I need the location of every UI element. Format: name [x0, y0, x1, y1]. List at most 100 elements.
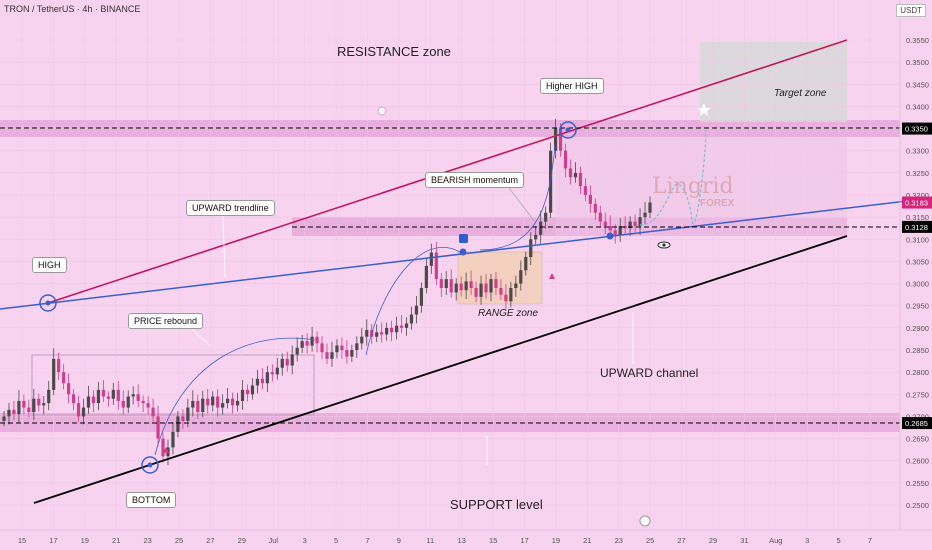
bottom-marker-dot	[147, 462, 153, 468]
candle-body	[47, 389, 51, 404]
price-tick-label: 0.3250	[906, 169, 929, 178]
candle-body	[86, 396, 91, 408]
watermark-logo: Lingrid	[652, 174, 734, 199]
candle-body	[275, 367, 279, 375]
candle-body	[101, 389, 105, 397]
candle-body	[454, 283, 458, 293]
high-callout: HIGH	[32, 257, 67, 273]
scroll-icon[interactable]	[639, 515, 651, 527]
higher-high-marker-dot	[565, 127, 571, 133]
candle-body	[524, 257, 528, 271]
price-tag-box	[902, 220, 932, 233]
candle-body	[568, 168, 573, 178]
candle-body	[27, 407, 31, 412]
candle-body	[633, 221, 637, 226]
currency-selector[interactable]: USDT	[896, 4, 926, 17]
candle-body	[7, 409, 11, 417]
candle-body	[385, 327, 389, 335]
bottom-marker	[141, 456, 159, 474]
candle-body	[509, 288, 513, 302]
candle-body	[196, 400, 200, 412]
candle-body	[57, 358, 61, 373]
candle-body	[32, 398, 36, 412]
candle-body	[459, 283, 463, 291]
candle-body	[499, 288, 503, 295]
candle-body	[608, 226, 612, 231]
resistance-marker-icon	[377, 106, 387, 116]
candle-body	[42, 403, 46, 406]
candle-body	[603, 221, 607, 226]
rally-arrow-2	[479, 144, 556, 251]
candle-body	[136, 394, 140, 401]
candle-body	[563, 150, 568, 169]
candle-body	[206, 398, 210, 406]
candle-body	[91, 396, 96, 404]
price-tag-label: 0.3183	[905, 199, 928, 208]
candle-body	[504, 294, 508, 302]
projection-path	[639, 129, 707, 226]
time-tick-label: 9	[397, 536, 401, 545]
candle-body	[320, 343, 324, 353]
candle-body	[201, 398, 205, 412]
upward-trendline-callout: UPWARD trendline	[186, 200, 275, 216]
candle-body	[121, 400, 125, 408]
candle-body	[96, 389, 101, 404]
rocket-icon-1	[549, 273, 555, 279]
candle-body	[305, 341, 309, 346]
candle-body	[375, 332, 379, 337]
price-tick-label: 0.3000	[906, 280, 929, 289]
candle-body	[335, 345, 339, 353]
price-tick-label: 0.2800	[906, 368, 929, 377]
candle-body	[613, 230, 617, 235]
callout-arrow-bearish	[505, 183, 536, 223]
candle-body	[474, 288, 478, 297]
candle-body	[290, 354, 294, 366]
candle-body	[221, 403, 225, 408]
rebound-arrow	[154, 337, 316, 456]
time-axis: 15 17 19 21 23 25 27 29 Jul 3 5 7 9 11 13 15 17 19 21 23 25 2…	[18, 536, 872, 545]
time-tick-label: 21	[583, 536, 591, 545]
callout-arrow-trendline	[222, 214, 226, 278]
time-tick-label: 25	[175, 536, 183, 545]
candle-body	[519, 270, 523, 284]
bearish-momentum-callout: BEARISH momentum	[425, 172, 525, 188]
time-tick-label: Jul	[268, 536, 278, 545]
candle-body	[265, 372, 269, 384]
candle-body	[345, 350, 349, 357]
price-tick-label: 0.3400	[906, 102, 929, 111]
watermark-sub: FOREX	[700, 198, 735, 209]
time-tick-label: 17	[49, 536, 57, 545]
candle-body	[390, 327, 394, 333]
candle-body	[558, 128, 563, 151]
candle-body	[494, 279, 498, 288]
time-tick-label: 13	[458, 536, 466, 545]
price-tick-label: 0.3050	[906, 257, 929, 266]
time-tick-label: 7	[365, 536, 369, 545]
candle-body	[230, 398, 235, 406]
candle-body	[37, 398, 41, 406]
candle-body	[211, 396, 215, 406]
time-tick-label: 25	[646, 536, 654, 545]
candle-body	[434, 252, 438, 280]
time-tick-label: 31	[740, 536, 748, 545]
candle-body	[245, 389, 250, 395]
price-tick-label: 0.3450	[906, 80, 929, 89]
candle-body	[529, 239, 533, 257]
price-tick-label: 0.2700	[906, 412, 929, 421]
price-tag-box	[902, 196, 932, 209]
candle-body	[116, 389, 120, 401]
candle-body	[484, 283, 488, 293]
down-arrow-marker	[459, 234, 468, 243]
channel-bottom-line	[33, 235, 848, 504]
trendline-touch-dot-2	[606, 232, 614, 240]
candle-body	[295, 347, 299, 355]
time-tick-label: 19	[81, 536, 89, 545]
candle-body	[355, 343, 359, 350]
time-tick-label: 7	[868, 536, 872, 545]
candle-body	[409, 314, 414, 324]
resistance-zone-label: RESISTANCE zone	[337, 44, 451, 59]
candle-body	[235, 400, 240, 406]
price-tick-label: 0.3150	[906, 213, 929, 222]
candle-body	[176, 416, 180, 432]
price-tag-box	[902, 417, 932, 430]
